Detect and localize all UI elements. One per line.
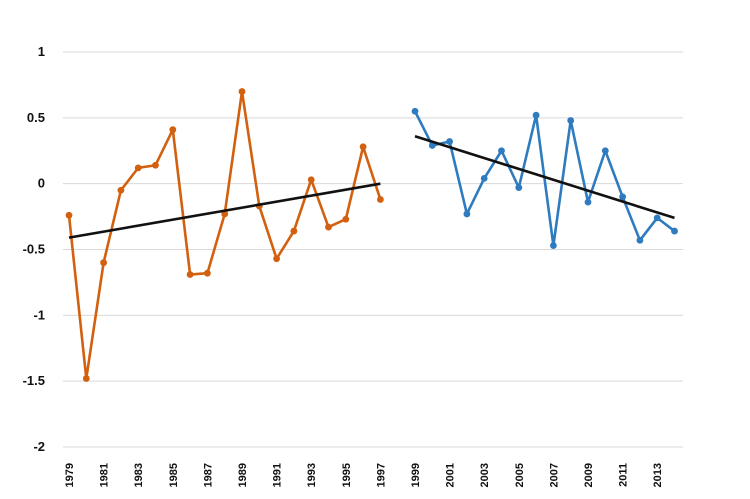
- y-tick-label: 1: [38, 44, 45, 59]
- data-point: [290, 227, 298, 235]
- data-point: [82, 375, 90, 382]
- data-point: [169, 126, 177, 134]
- data-point: [446, 138, 453, 145]
- y-axis-ticks: 1 0.5 0 -0.5 -1 -1.5 -2: [23, 44, 45, 454]
- data-point: [636, 236, 644, 244]
- series-lines: [65, 88, 678, 382]
- x-tick-label: 2009: [583, 463, 595, 487]
- data-point: [653, 214, 661, 222]
- data-point: [550, 242, 557, 249]
- series-line-2: [413, 110, 676, 247]
- trendline-1: [68, 182, 381, 239]
- y-tick-label: -2: [33, 439, 45, 454]
- trendlines: [68, 135, 675, 239]
- data-point: [152, 161, 159, 169]
- gridlines: [63, 51, 683, 448]
- data-point: [342, 215, 350, 223]
- y-tick-label: -1.5: [23, 373, 45, 388]
- x-tick-label: 2005: [514, 463, 526, 487]
- x-axis-ticks: 1979 1981 1983 1985 1987 1989 1991 1993 1995 1997…: [64, 463, 664, 487]
- x-tick-label: 1997: [375, 463, 387, 487]
- data-point: [238, 88, 246, 95]
- series-line-1: [67, 90, 382, 380]
- data-point: [273, 255, 280, 263]
- data-point: [619, 193, 626, 201]
- x-tick-label: 1985: [168, 463, 180, 487]
- data-point: [515, 184, 523, 192]
- data-point: [377, 196, 384, 203]
- data-point: [480, 175, 488, 182]
- y-tick-label: 0: [38, 176, 45, 191]
- y-tick-label: -0.5: [23, 242, 45, 257]
- data-point: [584, 198, 592, 206]
- x-tick-label: 2003: [479, 463, 491, 487]
- data-point: [117, 186, 125, 194]
- x-tick-label: 1991: [272, 463, 284, 487]
- x-tick-label: 1989: [237, 463, 249, 487]
- data-point: [532, 111, 540, 119]
- y-tick-label: 0.5: [27, 110, 45, 125]
- data-point: [411, 107, 419, 115]
- data-point: [601, 147, 609, 155]
- data-point: [325, 223, 332, 231]
- x-tick-label: 1995: [341, 463, 353, 487]
- x-tick-label: 1979: [64, 463, 76, 487]
- x-tick-label: 2013: [652, 463, 664, 487]
- data-point: [307, 176, 315, 184]
- x-tick-label: 2011: [618, 463, 630, 487]
- data-point: [567, 117, 575, 124]
- trendline-2: [414, 135, 675, 220]
- x-tick-label: 2007: [548, 463, 560, 487]
- data-point: [134, 164, 142, 172]
- x-tick-label: 1993: [306, 463, 318, 487]
- x-tick-label: 1981: [99, 463, 111, 487]
- x-tick-label: 2001: [445, 463, 457, 487]
- x-tick-label: 1983: [133, 463, 145, 487]
- data-point: [498, 147, 505, 155]
- x-tick-label: 1987: [202, 463, 214, 487]
- data-point: [359, 143, 367, 151]
- data-point: [671, 227, 678, 235]
- data-point: [463, 210, 471, 218]
- data-point: [186, 271, 194, 278]
- y-tick-label: -1: [33, 307, 45, 322]
- data-point: [428, 142, 436, 149]
- data-point: [65, 211, 73, 219]
- x-tick-label: 1999: [410, 463, 422, 487]
- data-point: [204, 269, 211, 277]
- data-point: [100, 259, 107, 267]
